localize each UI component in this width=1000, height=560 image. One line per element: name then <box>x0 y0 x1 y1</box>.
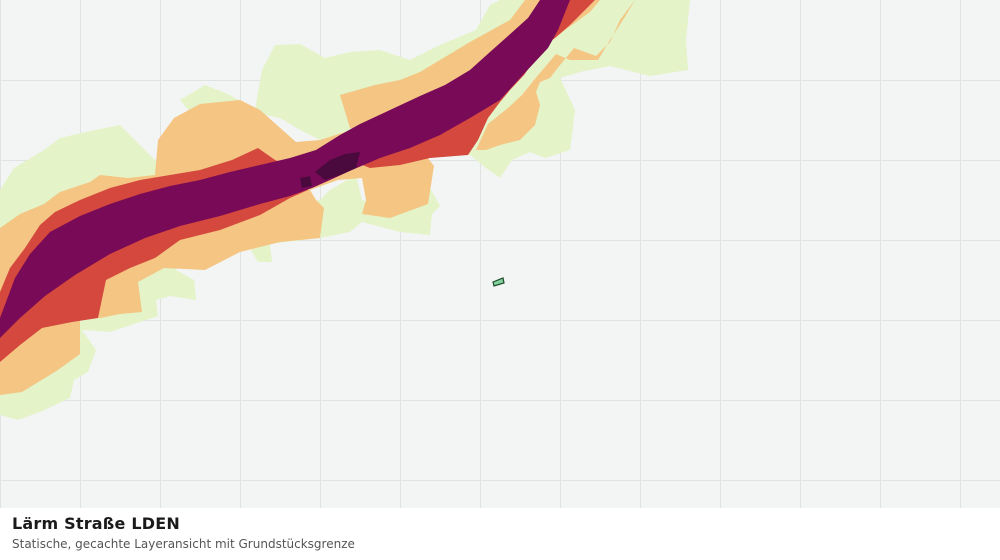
map-caption: Lärm Straße LDEN Statische, gecachte Lay… <box>0 508 1000 560</box>
noise-zone-purple <box>0 0 570 338</box>
parcel-boundary[interactable] <box>492 277 505 287</box>
noise-zone-dark-core <box>300 152 360 188</box>
layer-title: Lärm Straße LDEN <box>12 514 180 533</box>
map-view[interactable] <box>0 0 1000 508</box>
layer-subtitle: Statische, gecachte Layeransicht mit Gru… <box>12 537 355 551</box>
